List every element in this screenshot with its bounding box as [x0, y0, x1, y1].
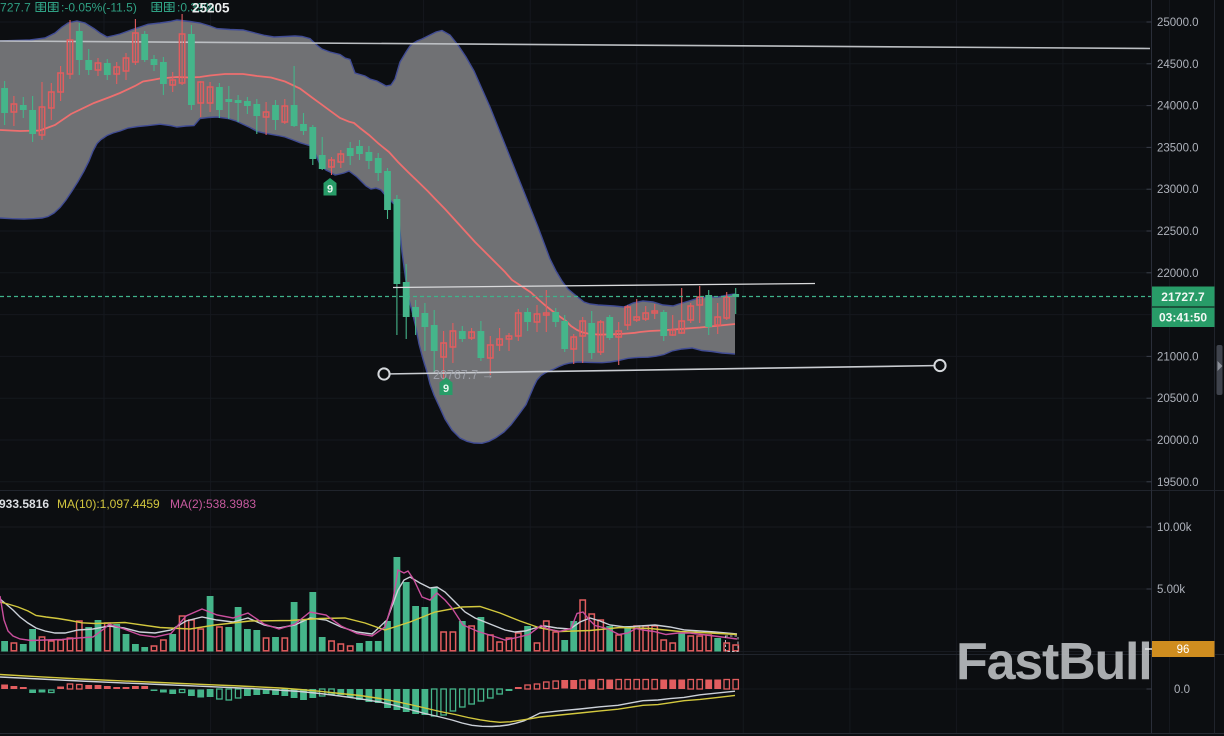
svg-text:25000.0: 25000.0 — [1157, 17, 1199, 29]
svg-text:22500.0: 22500.0 — [1157, 226, 1199, 238]
svg-text:727.7: 727.7 — [0, 1, 31, 15]
svg-text::0.39%: :0.39% — [177, 1, 215, 15]
svg-text:21727.7: 21727.7 — [1161, 290, 1205, 304]
svg-text:933.5816: 933.5816 — [0, 497, 49, 511]
svg-text:MA(10):1,097.4459: MA(10):1,097.4459 — [57, 497, 160, 511]
svg-text:20500.0: 20500.0 — [1157, 393, 1199, 405]
svg-text:23000.0: 23000.0 — [1157, 184, 1199, 196]
svg-text:FastBull: FastBull — [956, 633, 1152, 691]
svg-text:23500.0: 23500.0 — [1157, 142, 1199, 154]
svg-text:20767.7 →: 20767.7 → — [433, 368, 494, 382]
svg-text:19500.0: 19500.0 — [1157, 477, 1199, 489]
svg-text::-0.05%(-11.5): :-0.05%(-11.5) — [61, 1, 137, 15]
svg-text:0.0: 0.0 — [1174, 684, 1190, 696]
svg-text:20000.0: 20000.0 — [1157, 435, 1199, 447]
svg-text:03:41:50: 03:41:50 — [1159, 311, 1207, 325]
svg-text:25205: 25205 — [192, 1, 230, 16]
svg-text:22000.0: 22000.0 — [1157, 268, 1199, 280]
svg-text:9: 9 — [443, 383, 449, 395]
svg-text:5.00k: 5.00k — [1157, 584, 1185, 596]
svg-text:96: 96 — [1177, 644, 1190, 656]
svg-text:21000.0: 21000.0 — [1157, 351, 1199, 363]
svg-text:MA(2):538.3983: MA(2):538.3983 — [170, 497, 256, 511]
svg-text:24500.0: 24500.0 — [1157, 59, 1199, 71]
svg-text:24000.0: 24000.0 — [1157, 101, 1199, 113]
svg-text:10.00k: 10.00k — [1157, 522, 1192, 534]
svg-text:9: 9 — [327, 184, 333, 196]
